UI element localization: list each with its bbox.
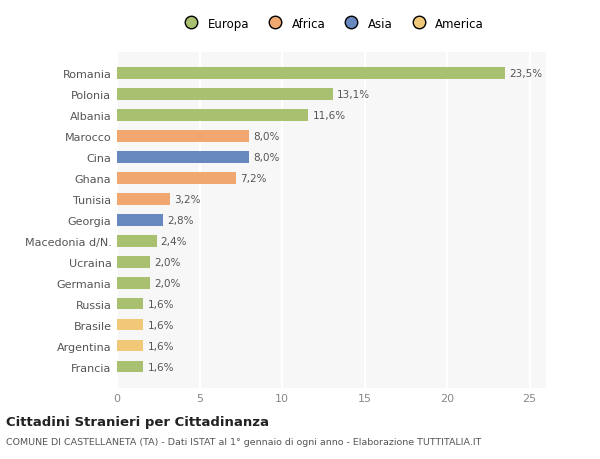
Text: 13,1%: 13,1% (337, 90, 370, 100)
Bar (117, 173, 236, 184)
Text: 11,6%: 11,6% (313, 111, 346, 121)
Bar (117, 235, 157, 247)
Bar (117, 361, 143, 373)
Legend: Europa, Africa, Asia, America: Europa, Africa, Asia, America (177, 15, 486, 33)
Bar (117, 257, 150, 268)
Bar (117, 110, 308, 121)
Text: COMUNE DI CASTELLANETA (TA) - Dati ISTAT al 1° gennaio di ogni anno - Elaborazio: COMUNE DI CASTELLANETA (TA) - Dati ISTAT… (6, 437, 481, 446)
Bar (117, 131, 249, 142)
Text: 1,6%: 1,6% (148, 341, 174, 351)
Text: Cittadini Stranieri per Cittadinanza: Cittadini Stranieri per Cittadinanza (6, 415, 269, 428)
Bar (117, 340, 143, 352)
Text: 2,0%: 2,0% (154, 278, 181, 288)
Bar (117, 214, 163, 226)
Text: 8,0%: 8,0% (253, 132, 280, 141)
Text: 1,6%: 1,6% (148, 299, 174, 309)
Text: 23,5%: 23,5% (509, 69, 542, 79)
Bar (117, 89, 333, 101)
Text: 8,0%: 8,0% (253, 152, 280, 162)
Bar (117, 319, 143, 331)
Bar (117, 68, 505, 79)
Text: 2,8%: 2,8% (167, 215, 194, 225)
Text: 3,2%: 3,2% (174, 195, 200, 204)
Text: 1,6%: 1,6% (148, 320, 174, 330)
Text: 1,6%: 1,6% (148, 362, 174, 372)
Bar (117, 277, 150, 289)
Bar (117, 298, 143, 310)
Bar (117, 194, 170, 205)
Text: 2,4%: 2,4% (161, 236, 187, 246)
Text: 7,2%: 7,2% (240, 174, 266, 184)
Bar (117, 152, 249, 163)
Text: 2,0%: 2,0% (154, 257, 181, 267)
